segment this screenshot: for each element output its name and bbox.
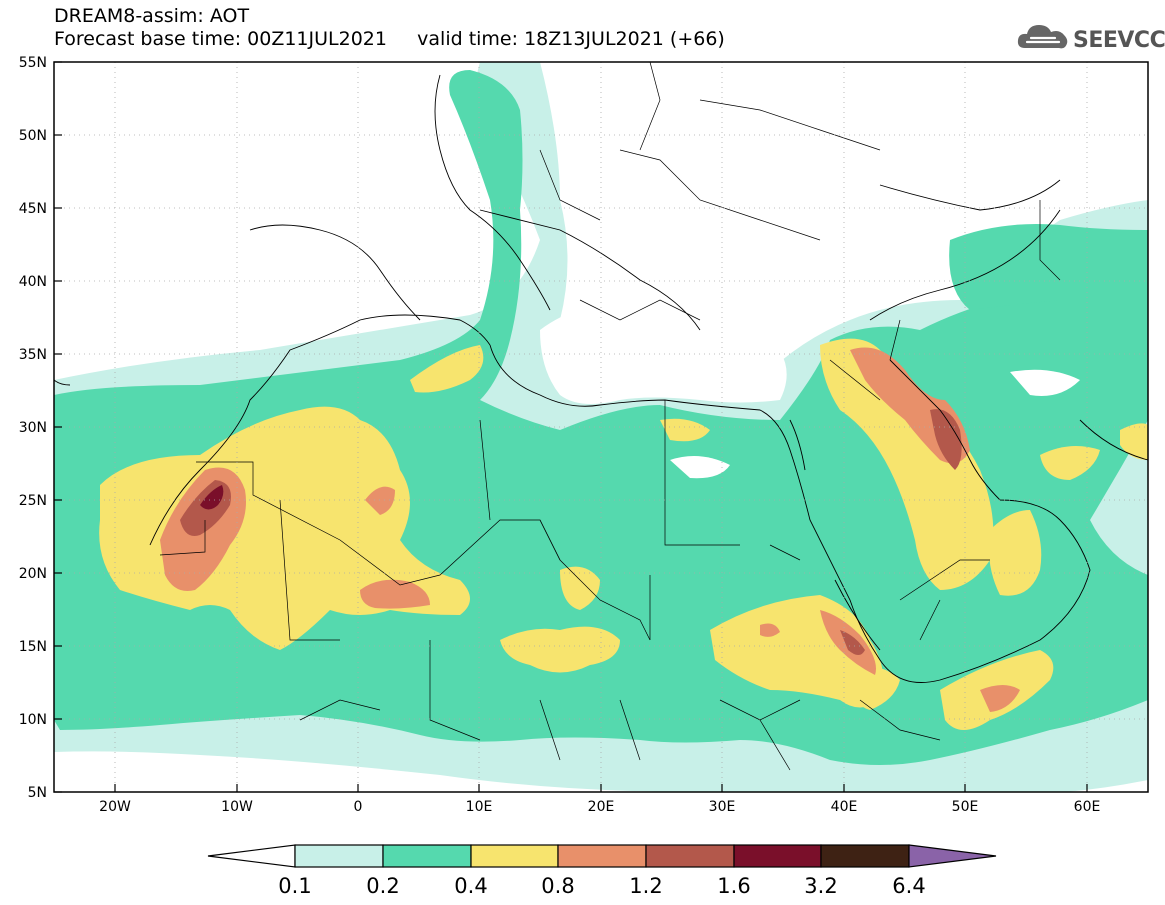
colorbar-swatch [470,844,559,868]
lat-label: 50N [19,128,47,144]
lat-label: 30N [19,420,47,436]
seevccc-logo: SEEVCCC [1015,20,1165,60]
colorbar-low-arrow [207,844,296,868]
colorbar-label: 0.8 [541,874,574,898]
colorbar-swatch [382,844,472,868]
map-title: DREAM8-assim: AOT [54,5,250,27]
logo-text: SEEVCCC [1073,28,1165,53]
cloud-icon [1017,25,1068,49]
colorbar-label: 0.2 [366,874,399,898]
lon-label: 30E [709,799,736,815]
lat-label: 45N [19,201,47,217]
lat-label: 15N [19,639,47,655]
lon-label: 50E [952,799,979,815]
lon-label: 20E [588,799,615,815]
colorbar-swatch [557,844,647,868]
colorbar-swatch [645,844,735,868]
colorbar-high-arrow [908,844,997,868]
latitude-labels: 55N 50N 45N 40N 35N 30N 25N 20N 15N 10N … [19,55,47,801]
clean-air-patches [540,300,1080,479]
lon-label: 40E [831,799,858,815]
lon-label: 20W [99,799,131,815]
colorbar-label: 1.6 [717,874,750,898]
colorbar [207,844,997,868]
lat-label: 35N [19,347,47,363]
lon-label: 10E [466,799,493,815]
lat-label: 40N [19,274,47,290]
lat-label: 10N [19,712,47,728]
map-subtitle-times: Forecast base time: 00Z11JUL2021 valid t… [54,28,725,50]
colorbar-labels: 0.1 0.2 0.4 0.8 1.2 1.6 3.2 6.4 [278,874,925,898]
aot-field [54,62,1148,792]
colorbar-label: 6.4 [892,874,925,898]
tick-marks [54,61,1088,793]
lat-label: 25N [19,493,47,509]
level-1-6-fill [200,485,224,510]
lon-label: 10W [221,799,253,815]
lon-label: 60E [1074,799,1101,815]
lat-label: 5N [28,785,47,801]
colorbar-label: 3.2 [804,874,837,898]
colorbar-label: 0.4 [454,874,487,898]
lat-label: 20N [19,566,47,582]
colorbar-label: 0.1 [278,874,311,898]
colorbar-swatch [733,844,822,868]
colorbar-swatch [294,844,384,868]
colorbar-swatch [820,844,910,868]
longitude-labels: 20W 10W 0 10E 20E 30E 40E 50E 60E [99,799,1100,815]
lon-label: 0 [354,799,363,815]
lat-label: 55N [19,55,47,71]
gridlines [54,62,1148,792]
country-borders [159,62,1061,771]
coastlines [54,74,1148,683]
colorbar-label: 1.2 [629,874,662,898]
